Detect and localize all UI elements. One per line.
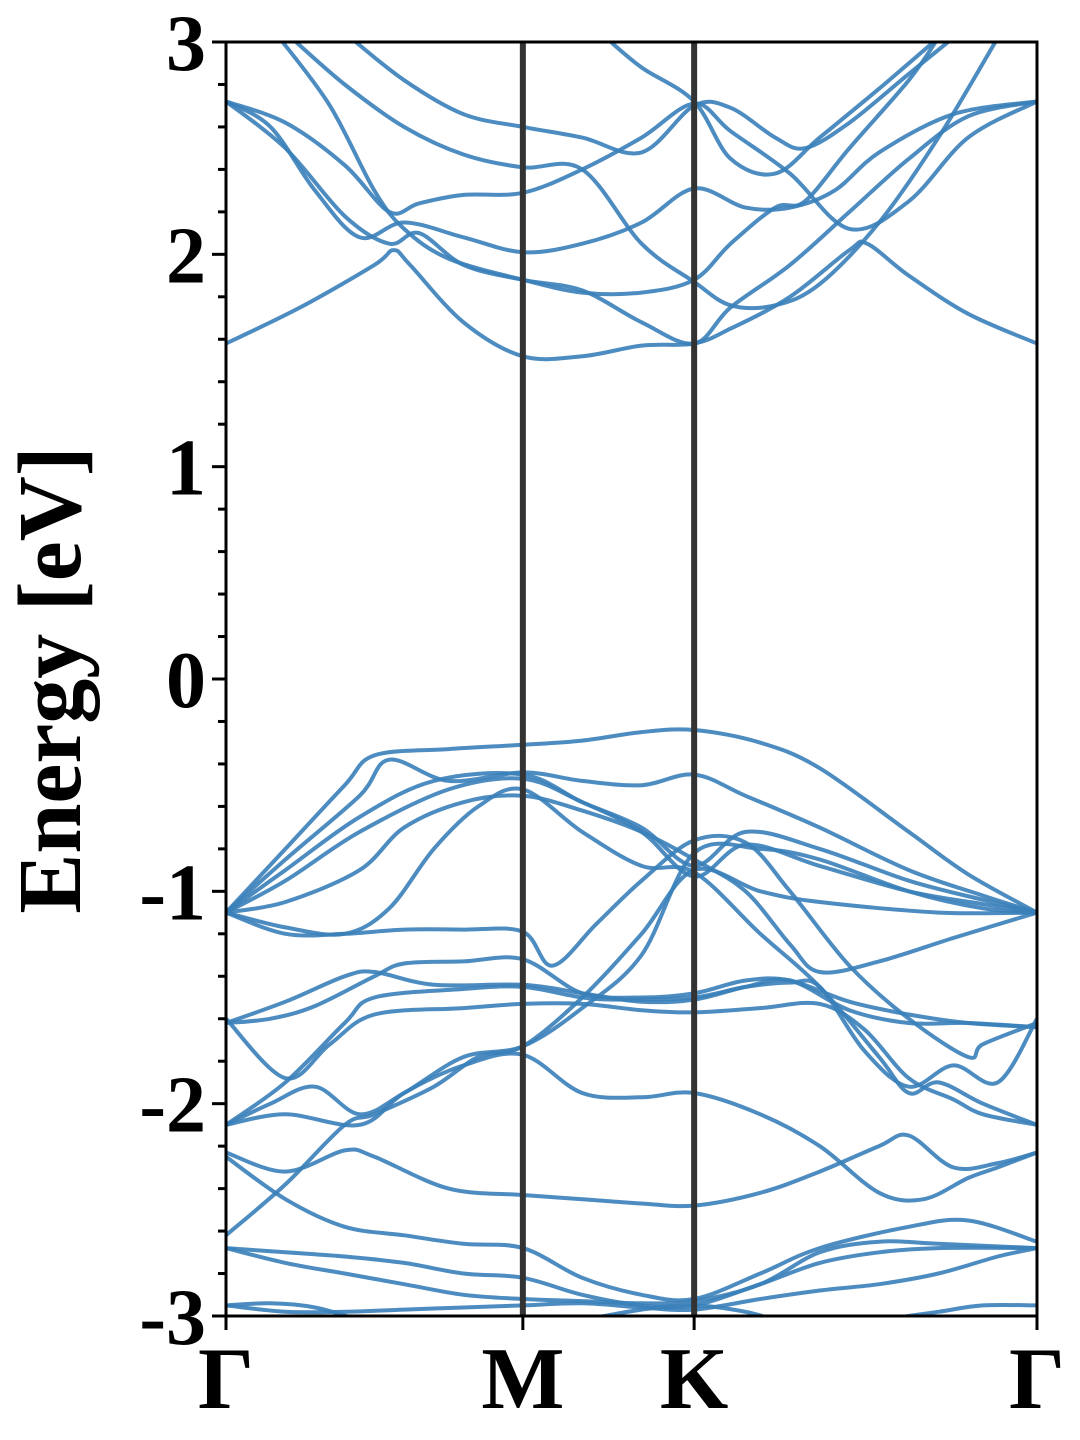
band-line-19 xyxy=(226,978,1037,1127)
band-line-6 xyxy=(293,42,998,311)
high-symmetry-dividers xyxy=(519,42,698,1316)
band-line-13 xyxy=(226,793,1037,975)
band-line-1 xyxy=(226,239,1037,362)
band-line-10 xyxy=(226,757,1037,915)
band-line-30 xyxy=(894,1302,1037,1316)
band-line-22 xyxy=(226,1132,1037,1209)
band-line-18 xyxy=(226,1000,1037,1127)
y-tick-label: 0 xyxy=(166,637,206,725)
x-tick-label: M xyxy=(481,1331,564,1428)
band-line-3 xyxy=(226,99,1037,255)
band-line-26 xyxy=(226,1239,1037,1306)
band-line-2 xyxy=(226,99,1037,346)
band-line-20 xyxy=(226,841,1037,1127)
band-line-15 xyxy=(226,786,1037,1127)
x-tick-label: Γ xyxy=(1009,1331,1065,1428)
band-line-4 xyxy=(226,99,1037,232)
y-tick-label: -3 xyxy=(139,1274,206,1362)
band-lines xyxy=(226,42,1037,1316)
y-tick-label: 2 xyxy=(166,212,206,300)
y-tick-label: -1 xyxy=(139,849,206,937)
x-tick-label: K xyxy=(660,1331,728,1428)
band-line-9 xyxy=(226,727,1037,915)
band-line-16 xyxy=(226,969,1037,1030)
y-tick-label: -2 xyxy=(139,1062,206,1150)
band-line-11 xyxy=(226,771,1037,915)
band-line-23 xyxy=(226,866,1037,1238)
band-line-28 xyxy=(226,1301,353,1316)
band-line-14 xyxy=(226,833,1037,1060)
band-line-24 xyxy=(226,1154,1037,1303)
band-line-27 xyxy=(226,1246,1037,1315)
y-axis-label: Energy [eV] xyxy=(1,446,100,913)
band-line-8 xyxy=(607,42,937,177)
band-line-5 xyxy=(280,42,938,297)
x-tick-label: Γ xyxy=(198,1331,254,1428)
y-axis-ticks: -3 -2 -1 0 1 2 3 xyxy=(139,0,226,1362)
band-line-7 xyxy=(352,42,952,156)
band-line-29 xyxy=(593,1303,769,1316)
y-tick-label: 3 xyxy=(166,0,206,88)
band-line-21 xyxy=(226,1051,1037,1203)
y-tick-label: 1 xyxy=(166,425,206,513)
